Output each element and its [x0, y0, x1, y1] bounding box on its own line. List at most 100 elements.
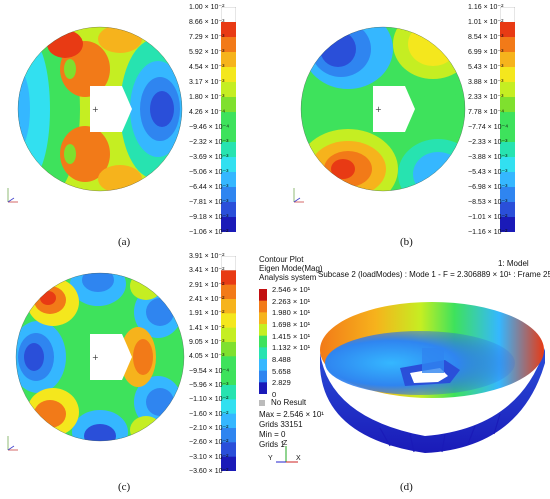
- stat-min: Min = 0: [259, 430, 286, 439]
- colorbar-tick-label: −5.43 × 10⁻³: [468, 169, 508, 176]
- colorbar-tick-label: −6.44 × 10⁻³: [189, 184, 229, 191]
- colorbar-band: [221, 52, 236, 68]
- colorbar-tick-label: 8.66 × 10⁻³: [189, 19, 225, 26]
- svg-text:+: +: [92, 353, 99, 362]
- colorbar-band: [221, 142, 236, 158]
- triad-icon: [7, 188, 18, 203]
- colorbar-tick-label: 2.41 × 10⁻²: [189, 296, 225, 303]
- colorbar-band: [259, 324, 267, 336]
- colorbar-tick-label: 5.43 × 10⁻³: [468, 64, 504, 71]
- triad-icon: Z Y X: [268, 440, 301, 463]
- triad-icon: [293, 188, 304, 203]
- colorbar-band: [259, 289, 267, 301]
- axis-triad-c: [4, 432, 22, 456]
- colorbar-tick-label: −3.10 × 10⁻²: [189, 453, 229, 461]
- colorbar-tick-label: −9.54 × 10⁻⁴: [189, 367, 230, 375]
- colorbar-band: [221, 217, 236, 232]
- colorbar-tick-label: −3.88 × 10⁻³: [468, 154, 508, 161]
- legend-tick-label: 1.415 × 10¹: [272, 331, 311, 341]
- contour-plot-c: +: [15, 272, 185, 442]
- colorbar-band: [221, 428, 236, 443]
- subcase-label: Subcase 2 (loadModes) : Mode 1 - F = 2.3…: [318, 270, 550, 279]
- legend-tick-label: 1.698 × 10¹: [272, 320, 311, 329]
- colorbar-tick-label: 4.26 × 10⁻⁴: [189, 109, 226, 116]
- svg-text:+: +: [92, 105, 99, 114]
- legend-tick-label: 8.488: [272, 355, 291, 364]
- colorbar-band: [500, 37, 515, 53]
- colorbar-tick-label: −3.60 × 10⁻²: [189, 468, 229, 475]
- colorbar-b: [500, 7, 515, 232]
- colorbar-tick-label: 4.54 × 10⁻³: [189, 64, 225, 71]
- colorbar-tick-label: −1.16 × 10⁻²: [468, 229, 508, 236]
- colorbar-tick-label: −2.60 × 10⁻²: [189, 439, 229, 447]
- axis-triad-b: [290, 184, 308, 208]
- legend-tick-label: 2.263 × 10¹: [272, 296, 311, 306]
- colorbar-tick-label: −9.46 × 10⁻⁴: [189, 124, 230, 131]
- colorbar-tick-label: −7.81 × 10⁻³: [189, 199, 229, 206]
- colorbar-tick-label: −3.69 × 10⁻³: [189, 154, 229, 161]
- colorbar-tick-label: 1.91 × 10⁻²: [189, 310, 225, 318]
- colorbar-band: [221, 67, 236, 83]
- colorbar-band: [500, 127, 515, 143]
- colorbar-tick-label: −5.06 × 10⁻³: [189, 169, 229, 176]
- triad-icon: [7, 436, 18, 451]
- colorbar-band: [221, 313, 236, 328]
- colorbar-tick-label: 1.41 × 10⁻²: [189, 324, 225, 332]
- colorbar-band: [500, 97, 515, 113]
- colorbar-band: [221, 37, 236, 53]
- legend-tick-label: 5.658: [272, 366, 291, 376]
- colorbar-band: [221, 399, 236, 414]
- colorbar-tick-label: 8.54 × 10⁻³: [468, 34, 504, 41]
- colorbar-band: [221, 82, 236, 98]
- colorbar-tick-label: 7.78 × 10⁻⁴: [468, 109, 505, 116]
- stat-max: Max = 2.546 × 10¹: [259, 410, 324, 419]
- colorbar-band: [221, 327, 236, 343]
- colorbar-tick-label: 3.17 × 10⁻³: [189, 79, 225, 86]
- svg-text:+: +: [375, 105, 382, 114]
- legend-tick-label: 2.829: [272, 378, 291, 388]
- colorbar-tick-label: 3.41 × 10⁻²: [189, 267, 225, 275]
- colorbar-band: [221, 172, 236, 188]
- colorbar-tick-label: 1.16 × 10⁻²: [468, 4, 504, 11]
- colorbar-band: [221, 370, 236, 386]
- colorbar-band: [500, 157, 515, 173]
- colorbar-band: [500, 67, 515, 83]
- colorbar-tick-label: 1.01 × 10⁻²: [468, 19, 504, 26]
- colorbar-tick-label: −9.18 × 10⁻³: [189, 214, 229, 221]
- colorbar-band: [221, 127, 236, 143]
- colorbar-tick-label: −1.06 × 10⁻²: [189, 229, 229, 236]
- legend-title-1: Contour Plot: [259, 255, 304, 264]
- colorbar-band: [221, 284, 236, 300]
- colorbar-band: [221, 342, 236, 357]
- colorbar-tick-label: −2.10 × 10⁻²: [189, 425, 229, 432]
- colorbar-tick-label: 7.29 × 10⁻³: [189, 34, 225, 41]
- contour-plot-a: +: [17, 26, 183, 192]
- model-label: 1: Model: [498, 259, 529, 268]
- colorbar-band: [221, 299, 236, 314]
- colorbar-band: [221, 187, 236, 203]
- colorbar-band: [221, 270, 236, 285]
- colorbar-tick-label: −1.60 × 10⁻²: [189, 410, 229, 418]
- colorbar-band: [259, 382, 267, 394]
- stat-grids-max: Grids 33151: [259, 420, 303, 429]
- colorbar-band: [500, 52, 515, 68]
- axis-y-label: Y: [268, 455, 273, 462]
- colorbar-tick-label: 3.88 × 10⁻³: [468, 79, 504, 86]
- colorbar-tick-label: −5.96 × 10⁻³: [189, 382, 229, 389]
- colorbar-tick-label: 1.00 × 10⁻²: [189, 4, 225, 11]
- colorbar-band: [221, 202, 236, 218]
- colorbar-band: [259, 300, 267, 313]
- colorbar-band: [500, 142, 515, 158]
- legend-tick-label: 1.980 × 10¹: [272, 308, 311, 318]
- legend-tick-label: 1.132 × 10¹: [272, 343, 311, 353]
- colorbar-band: [500, 202, 515, 218]
- axis-x-label: X: [296, 455, 301, 462]
- colorbar-d: [259, 289, 267, 394]
- no-result-swatch: [259, 400, 265, 406]
- colorbar-band: [259, 347, 267, 360]
- colorbar-band: [221, 112, 236, 128]
- colorbar-a: [221, 7, 236, 232]
- colorbar-band: [500, 217, 515, 232]
- colorbar-tick-label: 2.33 × 10⁻³: [468, 94, 504, 101]
- colorbar-band: [259, 312, 267, 325]
